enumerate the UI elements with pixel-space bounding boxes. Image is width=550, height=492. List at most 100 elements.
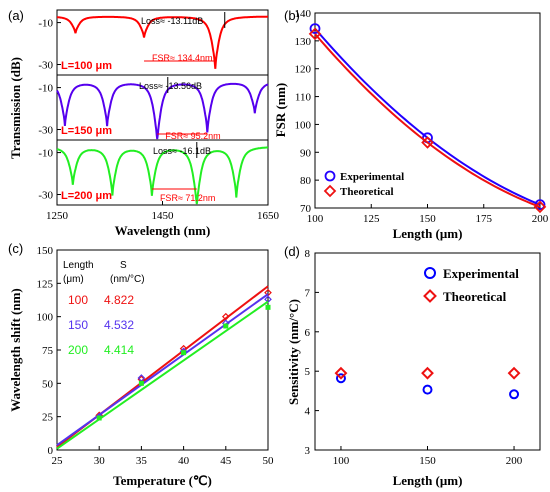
panel-a-xtick-label: 1450 — [152, 210, 175, 222]
panel-d-point — [507, 366, 521, 380]
panel-c-xtick-label: 40 — [178, 455, 190, 467]
panel-a-ytick-label: -10 — [38, 18, 53, 30]
panel-c-ytick-label: 125 — [37, 278, 54, 290]
panel-d-legend-marker — [424, 267, 436, 279]
panel-b-ytick-label: 130 — [295, 36, 312, 48]
panel-c-table-length: 150 — [68, 318, 88, 332]
panel-c-xtick-label: 45 — [220, 455, 232, 467]
panel-a-spectrum-line — [56, 82, 269, 140]
panel-c-xtick-label: 50 — [263, 455, 275, 467]
panel-b-ytick-label: 70 — [300, 203, 312, 215]
panel-b-legend-label: Theoretical — [340, 186, 394, 198]
panel-c-table-header: Length — [63, 260, 94, 271]
panel-d-point — [335, 373, 346, 384]
panel-d-point — [422, 384, 433, 395]
panel-d-xtick-label: 200 — [506, 455, 523, 467]
panel-d-xlabel: Length (μm) — [393, 473, 463, 488]
panel-b-series-line — [314, 33, 541, 208]
panel-b-legend-marker — [323, 184, 337, 198]
panel-a-ytick-label: -30 — [38, 60, 53, 72]
panel-c-point — [265, 304, 271, 310]
panel-c-frame — [56, 249, 269, 451]
panel-b-ytick-label: 100 — [295, 119, 312, 131]
panel-c-fit-line — [56, 300, 269, 450]
panel-b-xtick-label: 175 — [476, 213, 493, 225]
panel-b-xtick-label: 100 — [307, 213, 324, 225]
panel-b-point — [533, 200, 547, 214]
panel-a-length-label: L=200 μm — [61, 190, 112, 202]
panel-d-ytick-label: 6 — [305, 327, 311, 339]
panel-c-xtick-label: 35 — [136, 455, 148, 467]
panel-a-loss-annotation: Loss≈ -13.56dB — [139, 81, 202, 91]
panel-b-label: (b) — [284, 8, 300, 23]
panel-c-ytick-label: 100 — [37, 312, 54, 324]
panel-a-label: (a) — [8, 8, 24, 23]
panel-a-loss-annotation: Loss≈ -16.1dB — [153, 146, 211, 156]
panel-c-table-sensitivity: 4.414 — [104, 343, 134, 357]
panel-c-xtick-label: 30 — [94, 455, 106, 467]
panel-b-ylabel: FSR (nm) — [273, 83, 288, 138]
panel-d-legend-label: Experimental — [443, 266, 519, 281]
panel-b-ytick-label: 140 — [295, 8, 312, 20]
panel-d-label: (d) — [284, 244, 300, 259]
panel-c-point — [96, 415, 102, 421]
panel-a-ytick-label: -30 — [38, 190, 53, 202]
panel-a-length-label: L=100 μm — [61, 60, 112, 72]
panel-b-legend-label: Experimental — [340, 171, 404, 183]
panel-d-legend-marker — [423, 289, 437, 303]
panel-d-xtick-label: 100 — [333, 455, 350, 467]
panel-c-table-length: 200 — [68, 343, 88, 357]
panel-a-fsr-annotation: FSR≈ 71.2nm — [160, 193, 215, 203]
panel-d-ytick-label: 7 — [305, 287, 311, 299]
panel-a-ytick-label: -30 — [38, 125, 53, 137]
panel-d-ytick-label: 4 — [305, 406, 311, 418]
panel-a-xtick-label: 1250 — [46, 210, 69, 222]
panel-d-ytick-label: 8 — [305, 248, 311, 260]
panel-c-table-header: (μm) — [63, 274, 84, 285]
panel-b-point — [309, 23, 321, 35]
panel-d-ylabel: Sensitivity (nm/°C) — [286, 299, 301, 405]
panel-c-point — [223, 323, 229, 329]
panel-a-length-label: L=150 μm — [61, 125, 112, 137]
panel-c-ytick-label: 150 — [37, 245, 54, 257]
panel-d-xtick-label: 150 — [419, 455, 436, 467]
panel-c-label: (c) — [8, 241, 23, 256]
panel-c-point — [138, 380, 144, 386]
panel-a-fsr-annotation: FSR≈ 95.2nm — [165, 131, 220, 141]
panel-a-xlabel: Wavelength (nm) — [115, 223, 211, 238]
panel-c-xlabel: Temperature (℃) — [113, 473, 212, 488]
panel-a-spectrum-line — [56, 146, 269, 205]
panel-b-ytick-label: 110 — [295, 92, 312, 104]
panel-d-ytick-label: 5 — [305, 366, 311, 378]
panel-b-xlabel: Length (μm) — [393, 226, 463, 241]
panel-b-ytick-label: 80 — [300, 175, 312, 187]
panel-a-xtick-label: 1650 — [257, 210, 280, 222]
panel-c-table-sensitivity: 4.822 — [104, 293, 134, 307]
panel-c-point — [181, 350, 187, 356]
panel-c-ytick-label: 25 — [42, 412, 54, 424]
panel-a-spectrum-line — [57, 15, 268, 69]
panel-d-point — [334, 366, 348, 380]
panel-c-table-header: (nm/°C) — [110, 274, 145, 285]
panel-b-point — [308, 27, 322, 41]
panel-a-ytick-label: -10 — [38, 83, 53, 95]
panel-d-point — [421, 366, 434, 380]
panel-a-loss-annotation: Loss≈ -13.11dB — [141, 16, 203, 26]
panel-b-point — [421, 136, 434, 149]
panel-c-table-sensitivity: 4.532 — [104, 318, 134, 332]
panel-c-table-header: S — [120, 260, 127, 271]
panel-a-fsr-annotation: FSR≈ 134.4nm — [152, 53, 212, 63]
panel-a-ylabel: Transmission (dB) — [8, 57, 23, 159]
panel-b-xtick-label: 200 — [532, 213, 549, 225]
panel-c-ytick-label: 0 — [48, 445, 54, 457]
panel-d-legend-label: Theoretical — [443, 289, 507, 304]
panel-c-fit-line — [56, 293, 269, 447]
panel-c-ytick-label: 75 — [42, 345, 54, 357]
panel-c-table-length: 100 — [68, 293, 88, 307]
panel-c-ylabel: Wavelength shift (nm) — [8, 288, 23, 412]
panel-a-ytick-label: -10 — [38, 148, 53, 160]
panel-d-frame — [314, 252, 541, 451]
panel-b-xtick-label: 125 — [363, 213, 380, 225]
panel-c-xtick-label: 25 — [52, 455, 64, 467]
